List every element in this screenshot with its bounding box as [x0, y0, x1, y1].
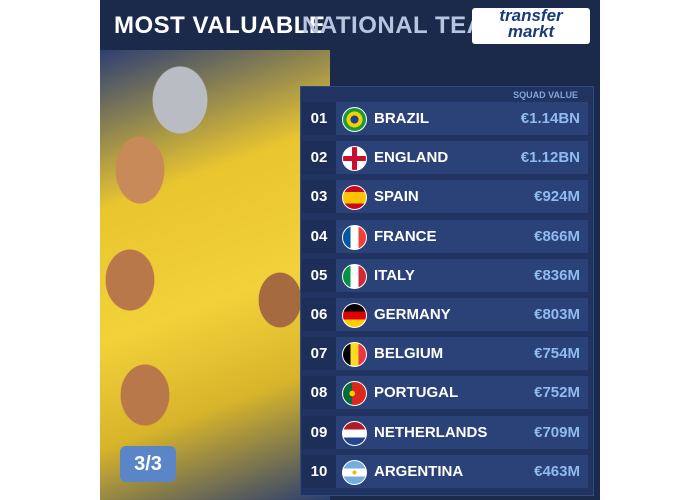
infographic: MOST VALUABLE NATIONAL TEAMS transfer ma… — [100, 0, 600, 500]
flag-icon — [342, 342, 367, 368]
country-name: NETHERLANDS — [374, 423, 488, 441]
flag-icon — [342, 303, 367, 328]
squad-value: €1.12BN — [520, 149, 580, 167]
country-name: GERMANY — [374, 306, 451, 323]
ranking-row: 02 ENGLAND €1.12BN — [302, 141, 588, 175]
flag-icon — [342, 459, 367, 485]
page-indicator: 3/3 — [120, 446, 176, 482]
rank: 03 — [302, 180, 336, 214]
ranking-row: 08 PORTUGAL €752M — [302, 376, 588, 410]
squad-value: €803M — [534, 306, 580, 323]
country-name: SPAIN — [374, 188, 419, 206]
ranking-row: 07 BELGIUM €754M — [302, 337, 588, 371]
ranking-row: 01 BRAZIL €1.14BN — [302, 102, 588, 135]
ranking-row: 04 FRANCE €866M — [302, 219, 588, 253]
flag-icon — [342, 420, 367, 446]
ranking-row: 09 NETHERLANDS €709M — [302, 415, 588, 449]
squad-value: €754M — [534, 345, 580, 363]
rank: 09 — [302, 415, 336, 449]
rank: 04 — [302, 219, 336, 253]
logo: transfer markt — [472, 6, 590, 44]
rank: 07 — [302, 337, 336, 371]
squad-value: €752M — [534, 384, 580, 402]
country-name: ENGLAND — [374, 149, 449, 167]
title-bar: MOST VALUABLE NATIONAL TEAMS transfer ma… — [100, 0, 600, 50]
flag-icon — [342, 185, 367, 211]
country-name: BELGIUM — [374, 345, 444, 363]
squad-value: €924M — [534, 188, 580, 206]
team-photo — [100, 50, 330, 500]
ranking-row: 05 ITALY €836M — [302, 258, 588, 292]
squad-value: €463M — [534, 462, 580, 480]
squad-value: €866M — [534, 227, 580, 245]
flag-icon — [342, 107, 367, 132]
ranking-row: 03 SPAIN €924M — [302, 180, 588, 214]
logo-bottom: markt — [507, 22, 555, 41]
country-name: PORTUGAL — [374, 384, 459, 402]
flag-icon — [342, 224, 367, 250]
rank: 08 — [302, 376, 336, 410]
squad-value: €1.14BN — [520, 110, 580, 127]
country-name: ITALY — [374, 266, 415, 284]
logo-top: transfer — [499, 6, 563, 25]
squad-value: €836M — [534, 266, 580, 284]
rank: 06 — [302, 298, 336, 331]
squad-value: €709M — [534, 423, 580, 441]
ranking-row: 06 GERMANY €803M — [302, 298, 588, 331]
title-main: MOST VALUABLE — [114, 12, 326, 39]
rank: 02 — [302, 141, 336, 175]
flag-icon — [342, 146, 367, 172]
country-name: BRAZIL — [374, 110, 429, 127]
rank: 01 — [302, 102, 336, 135]
flag-icon — [342, 263, 367, 289]
flag-icon — [342, 381, 367, 407]
country-name: ARGENTINA — [374, 462, 464, 480]
ranking-row: 10 ARGENTINA €463M — [302, 454, 588, 488]
column-header: SQUAD VALUE — [513, 90, 578, 100]
rank: 05 — [302, 258, 336, 292]
rank: 10 — [302, 454, 336, 488]
country-name: FRANCE — [374, 227, 437, 245]
